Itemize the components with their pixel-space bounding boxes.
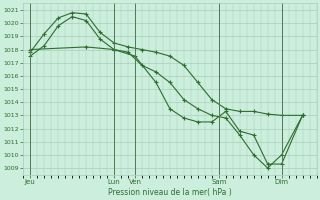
X-axis label: Pression niveau de la mer( hPa ): Pression niveau de la mer( hPa ): [108, 188, 232, 197]
